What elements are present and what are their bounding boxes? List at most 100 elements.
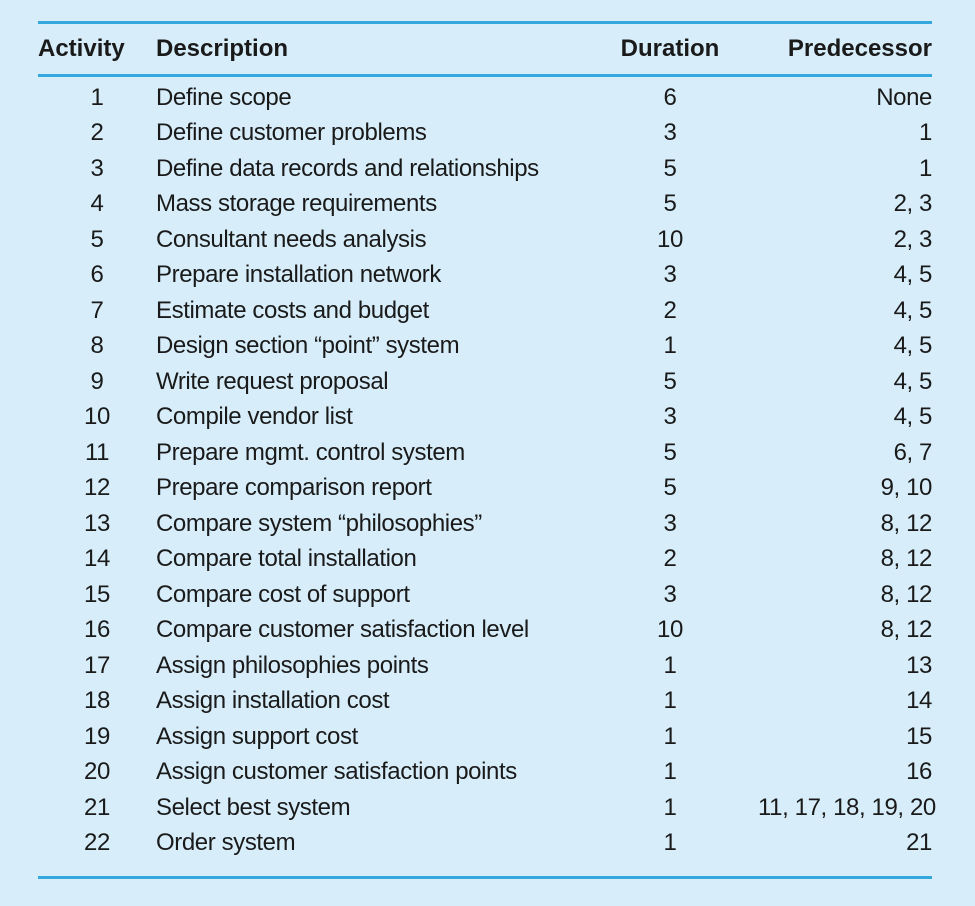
cell-description: Compile vendor list xyxy=(156,403,353,431)
header-predecessor: Predecessor xyxy=(787,35,932,62)
cell-activity: 17 xyxy=(84,651,110,679)
cell-predecessor: None xyxy=(876,83,932,111)
cell-activity: 11 xyxy=(84,438,110,466)
table-row: 18 Assign installation cost 1 14 xyxy=(38,684,932,720)
table-header-rule xyxy=(38,74,932,77)
cell-activity: 8 xyxy=(90,332,104,360)
cell-duration: 3 xyxy=(663,580,677,608)
table-row: 17 Assign philosophies points 1 13 xyxy=(38,648,932,684)
header-duration: Duration xyxy=(620,35,720,62)
cell-activity: 2 xyxy=(90,119,104,147)
table-row: 11 Prepare mgmt. control system 5 6, 7 xyxy=(38,435,932,471)
cell-description: Prepare comparison report xyxy=(156,474,432,502)
cell-duration: 10 xyxy=(657,616,683,644)
table-row: 5 Consultant needs analysis 10 2, 3 xyxy=(38,222,933,258)
cell-activity: 20 xyxy=(84,758,110,786)
table-body: 1 Define scope 6 None 2 Define customer probl… xyxy=(38,74,936,862)
table-top-rule xyxy=(38,21,932,24)
cell-predecessor: 9, 10 xyxy=(880,474,933,502)
cell-duration: 5 xyxy=(663,474,677,502)
cell-predecessor: 2, 3 xyxy=(893,225,933,253)
cell-duration: 1 xyxy=(663,829,677,857)
cell-predecessor: 4, 5 xyxy=(893,367,933,395)
cell-predecessor: 6, 7 xyxy=(893,438,933,466)
cell-predecessor: 11, 17, 18, 19, 20 xyxy=(758,793,936,821)
table-row: 16 Compare customer satisfaction level 10 8… xyxy=(38,613,932,649)
table-row: 2 Define customer problems 3 1 xyxy=(38,116,933,152)
cell-duration: 1 xyxy=(663,758,677,786)
cell-activity: 16 xyxy=(84,616,110,644)
cell-activity: 3 xyxy=(90,154,104,182)
table-row: 12 Prepare comparison report 5 9, 10 xyxy=(38,471,932,507)
table-row: 1 Define scope 6 None xyxy=(38,74,933,116)
cell-activity: 18 xyxy=(84,687,110,715)
cell-duration: 6 xyxy=(663,83,677,111)
cell-duration: 1 xyxy=(663,722,677,750)
cell-duration: 5 xyxy=(663,190,677,218)
cell-duration: 1 xyxy=(663,793,677,821)
cell-predecessor: 4, 5 xyxy=(893,332,933,360)
table-header-row: Activity Description Duration Predecesso… xyxy=(38,24,932,74)
table-row: 19 Assign support cost 1 15 xyxy=(38,719,932,755)
cell-predecessor: 8, 12 xyxy=(880,580,933,608)
cell-duration: 1 xyxy=(663,651,677,679)
cell-description: Estimate costs and budget xyxy=(156,296,429,324)
cell-description: Compare customer satisfaction level xyxy=(156,616,529,644)
cell-duration: 10 xyxy=(657,225,683,253)
table-row: 7 Estimate costs and budget 2 4, 5 xyxy=(38,293,933,329)
cell-activity: 5 xyxy=(90,225,104,253)
cell-predecessor: 13 xyxy=(906,651,932,679)
cell-predecessor: 8, 12 xyxy=(880,509,933,537)
cell-predecessor: 8, 12 xyxy=(880,545,933,573)
table-row: 21 Select best system 1 11, 17, 18, 19, 20 xyxy=(38,790,936,826)
cell-duration: 3 xyxy=(663,403,677,431)
cell-description: Assign philosophies points xyxy=(156,651,429,679)
cell-predecessor: 16 xyxy=(906,758,932,786)
cell-description: Compare cost of support xyxy=(156,580,410,608)
cell-description: Define data records and relationships xyxy=(156,154,539,182)
cell-predecessor: 4, 5 xyxy=(893,261,933,289)
cell-activity: 21 xyxy=(84,793,110,821)
cell-description: Assign customer satisfaction points xyxy=(156,758,517,786)
cell-duration: 5 xyxy=(663,154,677,182)
cell-predecessor: 15 xyxy=(906,722,932,750)
cell-description: Define customer problems xyxy=(156,119,427,147)
cell-predecessor: 4, 5 xyxy=(893,296,933,324)
table-row: 22 Order system 1 21 xyxy=(38,826,932,862)
header-description: Description xyxy=(156,35,289,62)
table-row: 3 Define data records and relationships 5 1 xyxy=(38,151,933,187)
cell-activity: 14 xyxy=(84,545,110,573)
table-row: 10 Compile vendor list 3 4, 5 xyxy=(38,400,932,436)
cell-activity: 6 xyxy=(90,261,104,289)
table-row: 13 Compare system “philosophies” 3 8, 12 xyxy=(38,506,932,542)
table-row: 15 Compare cost of support 3 8, 12 xyxy=(38,577,932,613)
cell-duration: 2 xyxy=(663,296,677,324)
cell-description: Consultant needs analysis xyxy=(156,225,427,253)
cell-predecessor: 14 xyxy=(906,687,932,715)
cell-description: Assign installation cost xyxy=(156,687,390,715)
cell-duration: 3 xyxy=(663,119,677,147)
cell-description: Assign support cost xyxy=(156,722,358,750)
cell-activity: 15 xyxy=(84,580,110,608)
cell-activity: 12 xyxy=(84,474,110,502)
table-row: 14 Compare total installation 2 8, 12 xyxy=(38,542,932,578)
cell-activity: 22 xyxy=(84,829,110,857)
cell-description: Order system xyxy=(156,829,296,857)
activity-table: Activity Description Duration Predecesso… xyxy=(38,24,936,862)
table-row: 6 Prepare installation network 3 4, 5 xyxy=(38,258,933,294)
cell-activity: 10 xyxy=(84,403,110,431)
cell-duration: 1 xyxy=(663,687,677,715)
cell-description: Define scope xyxy=(156,83,292,111)
cell-description: Prepare mgmt. control system xyxy=(156,438,465,466)
cell-duration: 3 xyxy=(663,509,677,537)
cell-description: Design section “point” system xyxy=(156,332,460,360)
cell-activity: 1 xyxy=(90,83,104,111)
cell-duration: 3 xyxy=(663,261,677,289)
cell-duration: 2 xyxy=(663,545,677,573)
cell-description: Select best system xyxy=(156,793,351,821)
cell-description: Compare total installation xyxy=(156,545,417,573)
cell-predecessor: 1 xyxy=(919,154,932,182)
cell-description: Compare system “philosophies” xyxy=(156,509,482,537)
cell-description: Prepare installation network xyxy=(156,261,441,289)
table-row: 9 Write request proposal 5 4, 5 xyxy=(38,364,933,400)
